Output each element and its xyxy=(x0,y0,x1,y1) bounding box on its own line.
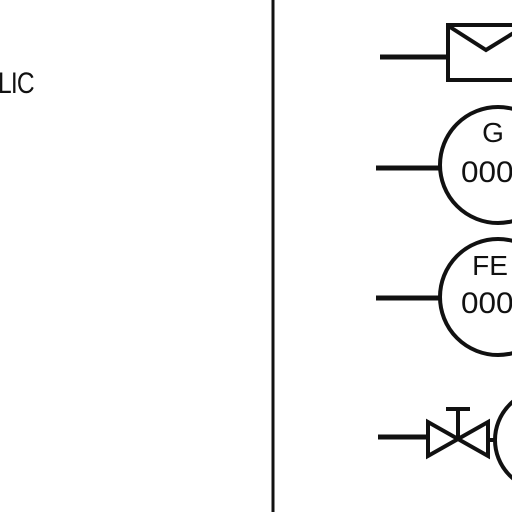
bubble-fe-tag: FE xyxy=(472,250,508,281)
envelope-flap xyxy=(448,25,512,53)
left-panel-label: LIC xyxy=(0,67,35,100)
instrument-bubble-fe: FE 0000 xyxy=(376,237,512,357)
instrument-bubble-g: G 0000 xyxy=(376,105,512,225)
bubble-g-tag: G xyxy=(482,117,504,148)
bubble-fe-circle xyxy=(438,237,512,357)
bubble-fe-number: 0000 xyxy=(461,287,512,320)
envelope-outline xyxy=(446,23,512,82)
control-valve-symbol xyxy=(378,399,512,481)
bubble-g-number: 0000 xyxy=(461,156,512,189)
bubble-g-circle xyxy=(438,105,512,225)
envelope-symbol xyxy=(380,23,512,82)
valve-actuator-bubble xyxy=(493,399,512,481)
